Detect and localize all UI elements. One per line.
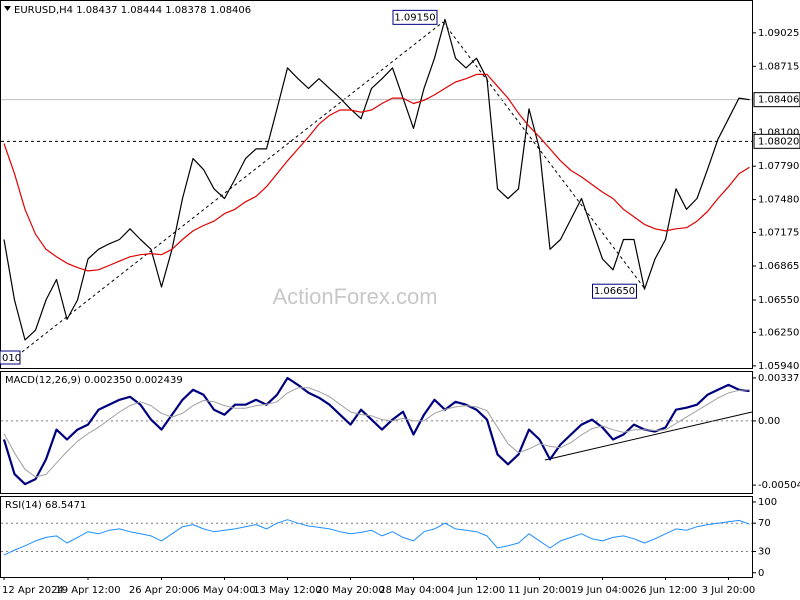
y-tick-label: 0.003375	[758, 373, 800, 384]
series-line	[2, 376, 750, 486]
y-tick-label: 1.08100	[758, 128, 799, 139]
price-label-box	[753, 92, 800, 108]
edge-label-box	[0, 350, 21, 365]
x-tick-label: 11 Jun 20:00	[508, 585, 572, 596]
macd-frame	[0, 371, 753, 494]
x-tick-label: 4 Jun 12:00	[448, 585, 505, 596]
x-tick-label: 28 May 04:00	[379, 585, 448, 596]
price-title: EURUSD,H4 1.08437 1.08444 1.08378 1.0840…	[14, 5, 251, 16]
x-tick-label: 3 Jul 20:00	[702, 585, 756, 596]
menu-icon[interactable]	[4, 6, 11, 11]
y-tick-label: -0.00504	[758, 480, 800, 491]
x-tick-label: 26 Apr 20:00	[129, 585, 194, 596]
y-tick-label: 1.05940	[758, 361, 799, 372]
y-tick-label: 0.00	[758, 416, 780, 427]
annotation-box	[592, 283, 637, 299]
y-tick-label: 1.07480	[758, 195, 799, 206]
macd-trendline	[544, 411, 753, 461]
x-tick-label: 20 May 20:00	[316, 585, 385, 596]
x-tick-label: 13 May 12:00	[253, 585, 322, 596]
x-tick-label: 19 Jun 04:00	[571, 585, 635, 596]
series-line	[3, 387, 750, 478]
edge-label: 010	[2, 353, 21, 364]
price-label-box	[753, 133, 800, 149]
y-tick-label: 1.06865	[758, 261, 799, 272]
annotation-label: 1.09150	[394, 12, 435, 23]
trendline	[21, 21, 444, 353]
annotation-label: 1.06650	[594, 286, 635, 297]
y-tick-label: 70	[758, 518, 771, 529]
y-tick-label: 100	[758, 497, 777, 508]
price-label: 1.08020	[758, 136, 799, 147]
price-frame	[0, 0, 753, 369]
annotation-box	[392, 9, 438, 25]
y-tick-label: 1.06250	[758, 327, 799, 338]
trendline	[442, 21, 646, 290]
y-tick-label: 0	[758, 568, 764, 579]
trendlines	[21, 21, 646, 353]
x-tick-label: 26 Jun 12:00	[634, 585, 698, 596]
y-tick-label: 1.08715	[758, 61, 799, 72]
series-line	[3, 73, 750, 272]
macd-title: MACD(12,26,9) 0.002350 0.002439	[5, 375, 183, 386]
y-tick-label: 1.09025	[758, 28, 799, 39]
watermark: ActionForex.com	[272, 284, 437, 309]
series-line	[3, 18, 750, 341]
rsi-title: RSI(14) 68.5471	[5, 500, 86, 511]
y-tick-label: 1.07175	[758, 228, 799, 239]
series-line	[3, 519, 750, 556]
x-tick-label: 19 Apr 12:00	[55, 585, 120, 596]
y-tick-label: 1.06550	[758, 295, 799, 306]
price-label: 1.08406	[758, 95, 799, 106]
x-tick-label: 12 Apr 2024	[2, 585, 64, 596]
y-tick-label: 1.07790	[758, 161, 799, 172]
y-tick-label: 30	[758, 547, 771, 558]
rsi-frame	[0, 496, 753, 578]
panel-frames	[0, 0, 753, 578]
x-tick-label: 6 May 04:00	[193, 585, 255, 596]
